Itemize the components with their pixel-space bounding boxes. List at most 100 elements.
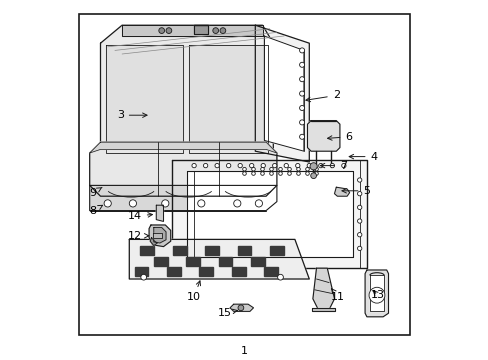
Polygon shape [149, 225, 170, 247]
Circle shape [261, 163, 265, 168]
Circle shape [242, 172, 246, 175]
Circle shape [104, 200, 111, 207]
Circle shape [314, 167, 318, 171]
Bar [167, 267, 181, 276]
Polygon shape [365, 270, 387, 317]
Text: 8: 8 [90, 205, 102, 216]
Text: 3: 3 [117, 110, 147, 120]
Polygon shape [186, 171, 352, 257]
Polygon shape [122, 25, 262, 36]
Circle shape [357, 219, 361, 223]
Polygon shape [152, 233, 162, 238]
Circle shape [299, 48, 304, 53]
Circle shape [305, 167, 309, 171]
Circle shape [166, 28, 171, 33]
Text: 2: 2 [305, 90, 339, 102]
Polygon shape [156, 205, 163, 221]
Bar [79, 14, 409, 335]
Circle shape [255, 200, 262, 207]
Text: 12: 12 [127, 231, 148, 241]
Circle shape [299, 91, 304, 96]
Text: 15: 15 [217, 308, 237, 318]
Polygon shape [150, 238, 157, 246]
Circle shape [278, 167, 282, 171]
Polygon shape [255, 25, 309, 162]
Circle shape [357, 233, 361, 237]
Polygon shape [369, 275, 384, 311]
Circle shape [309, 163, 317, 170]
Circle shape [329, 163, 334, 168]
Polygon shape [106, 45, 183, 153]
Text: 5: 5 [341, 186, 369, 196]
Circle shape [251, 172, 255, 175]
Circle shape [299, 120, 304, 125]
Circle shape [238, 305, 244, 311]
Text: 7: 7 [320, 161, 346, 171]
Circle shape [284, 163, 288, 168]
Polygon shape [307, 121, 339, 151]
Bar [250, 256, 264, 266]
Circle shape [357, 205, 361, 210]
Circle shape [305, 172, 309, 175]
Circle shape [357, 192, 361, 196]
Circle shape [299, 77, 304, 82]
Bar [205, 246, 219, 255]
Bar [172, 246, 186, 255]
Circle shape [299, 134, 304, 139]
Text: 11: 11 [330, 289, 345, 302]
Text: 14: 14 [127, 211, 152, 221]
Circle shape [233, 200, 241, 207]
Circle shape [287, 167, 291, 171]
Bar [153, 256, 167, 266]
Text: 1: 1 [241, 346, 247, 356]
Polygon shape [89, 185, 276, 211]
Circle shape [249, 163, 253, 168]
Circle shape [296, 167, 300, 171]
Bar [140, 246, 154, 255]
Circle shape [159, 28, 164, 33]
Text: 13: 13 [370, 290, 384, 300]
Circle shape [299, 62, 304, 67]
Bar [134, 267, 148, 276]
Circle shape [162, 200, 168, 207]
Circle shape [341, 163, 346, 168]
Polygon shape [153, 228, 166, 243]
Circle shape [357, 246, 361, 251]
Text: 4: 4 [348, 152, 377, 162]
Circle shape [299, 105, 304, 111]
Circle shape [295, 163, 299, 168]
Circle shape [314, 172, 318, 175]
Circle shape [197, 200, 204, 207]
Circle shape [242, 167, 246, 171]
Polygon shape [89, 142, 276, 153]
Polygon shape [264, 36, 303, 151]
Circle shape [129, 200, 136, 207]
Circle shape [272, 163, 276, 168]
Circle shape [287, 172, 291, 175]
Circle shape [310, 173, 316, 179]
Circle shape [226, 163, 230, 168]
Circle shape [192, 163, 196, 168]
Circle shape [368, 287, 384, 303]
Circle shape [296, 172, 300, 175]
Polygon shape [230, 304, 253, 311]
Bar [231, 267, 245, 276]
Bar [237, 246, 251, 255]
Circle shape [251, 167, 255, 171]
Bar [199, 267, 213, 276]
Polygon shape [312, 268, 334, 310]
Polygon shape [188, 45, 267, 153]
Circle shape [357, 178, 361, 182]
Circle shape [141, 274, 146, 280]
Circle shape [238, 163, 242, 168]
Circle shape [318, 163, 322, 168]
Polygon shape [172, 160, 366, 268]
Bar [186, 256, 200, 266]
Circle shape [306, 163, 311, 168]
Text: 9: 9 [90, 187, 102, 198]
Circle shape [269, 167, 273, 171]
Circle shape [269, 172, 273, 175]
Polygon shape [194, 25, 208, 34]
Bar [264, 267, 278, 276]
Circle shape [212, 28, 218, 33]
